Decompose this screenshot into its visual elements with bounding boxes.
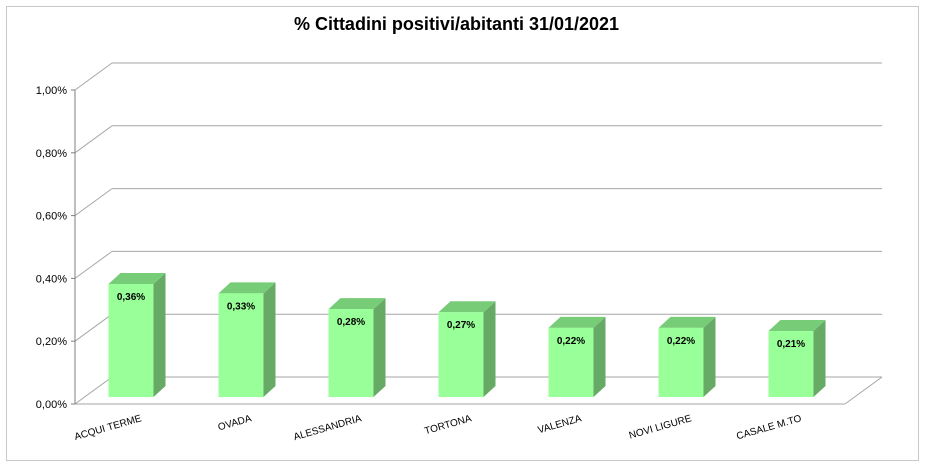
bar-side bbox=[593, 316, 606, 397]
x-category-label: ACQUI TERME bbox=[73, 413, 143, 443]
gridline-wall bbox=[74, 125, 113, 154]
bar bbox=[328, 309, 374, 397]
bar bbox=[768, 331, 814, 397]
data-label: 0,22% bbox=[667, 336, 695, 347]
data-label: 0,22% bbox=[557, 336, 585, 347]
bar-top bbox=[108, 272, 166, 284]
y-tick-label: 1,00% bbox=[36, 85, 67, 97]
bar-top bbox=[548, 316, 606, 328]
bar bbox=[548, 327, 594, 397]
gridline-wall bbox=[74, 188, 113, 217]
bar-side bbox=[373, 298, 386, 397]
bar-top bbox=[328, 298, 386, 310]
bar-top bbox=[658, 316, 716, 328]
x-category-label: OVADA bbox=[217, 413, 253, 433]
gridline-wall bbox=[74, 250, 113, 279]
bar-side bbox=[703, 316, 716, 397]
bar-top bbox=[218, 282, 276, 294]
bar-side bbox=[813, 320, 826, 397]
x-category-label: ALESSANDRIA bbox=[292, 413, 363, 443]
data-label: 0,33% bbox=[227, 301, 255, 312]
x-category-label: TORTONA bbox=[423, 413, 473, 437]
data-label: 0,27% bbox=[447, 320, 475, 331]
bar bbox=[218, 293, 264, 397]
bar bbox=[438, 312, 484, 397]
x-category-label: VALENZA bbox=[537, 413, 583, 436]
data-label: 0,36% bbox=[117, 292, 145, 303]
bar bbox=[108, 283, 154, 397]
floor-right-edge bbox=[844, 376, 883, 405]
data-label: 0,28% bbox=[337, 317, 365, 328]
y-tick-label: 0,80% bbox=[36, 148, 67, 160]
data-label: 0,21% bbox=[777, 339, 805, 350]
y-tick-label: 0,00% bbox=[36, 399, 67, 411]
x-category-label: CASALE M.TO bbox=[735, 413, 803, 442]
bar-side bbox=[263, 282, 276, 397]
bar-top bbox=[438, 301, 496, 313]
chart-title: % Cittadini positivi/abitanti 31/01/2021 bbox=[293, 14, 620, 34]
y-tick-label: 0,20% bbox=[36, 336, 67, 348]
x-category-label: NOVI LIGURE bbox=[628, 413, 693, 441]
gridline-wall bbox=[74, 313, 113, 342]
gridline-wall bbox=[74, 376, 113, 405]
y-tick-label: 0,40% bbox=[36, 273, 67, 285]
bar-side bbox=[153, 272, 166, 397]
bar-side bbox=[483, 301, 496, 397]
gridline-wall bbox=[74, 62, 113, 91]
y-tick-label: 0,60% bbox=[36, 211, 67, 223]
bar bbox=[658, 327, 704, 397]
bar-top bbox=[768, 320, 826, 332]
